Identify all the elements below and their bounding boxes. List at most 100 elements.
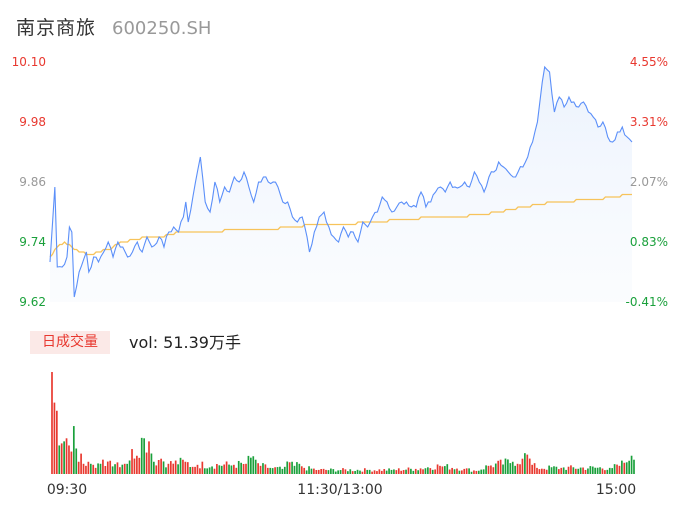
volume-bar bbox=[460, 470, 463, 474]
volume-bar bbox=[85, 465, 87, 474]
volume-bar bbox=[213, 468, 216, 474]
percent-tick-label: 2.07% bbox=[630, 175, 668, 189]
volume-bar bbox=[548, 465, 550, 474]
volume-bar bbox=[206, 468, 209, 474]
volume-bar bbox=[65, 438, 68, 474]
volume-bar bbox=[361, 471, 364, 474]
volume-bar bbox=[577, 468, 580, 474]
volume-bar bbox=[281, 468, 284, 474]
volume-bar bbox=[601, 468, 604, 474]
volume-bar bbox=[628, 460, 630, 474]
volume-bar bbox=[492, 467, 495, 474]
volume-bar bbox=[189, 467, 192, 474]
volume-bar bbox=[266, 467, 269, 474]
volume-bar bbox=[230, 465, 233, 474]
volume-bar bbox=[182, 459, 184, 474]
volume-bar bbox=[332, 469, 335, 474]
volume-bar bbox=[233, 464, 235, 474]
volume-bars bbox=[51, 372, 635, 474]
volume-bar bbox=[315, 470, 318, 474]
volume-tab[interactable]: 日成交量 bbox=[30, 331, 110, 354]
volume-bar bbox=[570, 465, 572, 474]
volume-bar bbox=[395, 470, 398, 474]
volume-bar bbox=[123, 463, 126, 474]
volume-bar bbox=[594, 467, 597, 474]
volume-bar bbox=[439, 465, 441, 474]
volume-bar bbox=[555, 466, 558, 474]
volume-bar bbox=[613, 464, 616, 474]
volume-bar bbox=[560, 467, 563, 474]
volume-bar bbox=[136, 455, 138, 474]
volume-bar bbox=[473, 470, 475, 474]
percent-tick-label: 3.31% bbox=[630, 115, 668, 129]
volume-bar bbox=[378, 469, 381, 474]
volume-bar bbox=[194, 466, 196, 474]
volume-bar bbox=[373, 470, 376, 474]
volume-bar bbox=[250, 457, 252, 474]
volume-bar bbox=[89, 463, 92, 474]
volume-bar bbox=[453, 469, 456, 474]
volume-bar bbox=[490, 465, 492, 474]
volume-bar bbox=[405, 469, 407, 474]
volume-bar bbox=[138, 457, 141, 474]
volume-bar bbox=[550, 467, 553, 474]
volume-bar bbox=[325, 469, 327, 474]
volume-bar bbox=[148, 441, 150, 474]
volume-bar bbox=[169, 461, 172, 474]
volume-bar bbox=[327, 470, 330, 474]
volume-bar bbox=[276, 467, 279, 474]
price-tick-label: 9.98 bbox=[19, 115, 46, 129]
volume-bar bbox=[116, 462, 119, 474]
volume-bar bbox=[606, 469, 609, 474]
volume-bar bbox=[618, 465, 621, 474]
volume-bar bbox=[208, 467, 211, 474]
volume-bar bbox=[528, 458, 531, 474]
volume-bar bbox=[545, 469, 548, 474]
volume-bar bbox=[524, 453, 526, 474]
volume-bar bbox=[121, 464, 124, 474]
volume-bar bbox=[269, 467, 272, 474]
volume-bar bbox=[160, 458, 162, 474]
volume-bar bbox=[77, 461, 80, 474]
volume-bar bbox=[143, 438, 145, 474]
volume-bar bbox=[402, 470, 405, 474]
volume-bar bbox=[259, 465, 262, 474]
volume-bar bbox=[262, 463, 264, 474]
volume-bar bbox=[145, 452, 148, 474]
volume-bar bbox=[114, 464, 116, 474]
volume-bar bbox=[380, 470, 383, 474]
volume-bar bbox=[162, 461, 165, 474]
stock-name: 南京商旅 bbox=[16, 17, 97, 39]
volume-bar bbox=[283, 466, 286, 474]
volume-bar bbox=[385, 470, 388, 474]
volume-bar bbox=[51, 372, 53, 474]
volume-bar bbox=[70, 451, 73, 474]
price-tick-label: 9.86 bbox=[19, 175, 46, 189]
volume-bar bbox=[604, 470, 606, 474]
volume-bar bbox=[410, 468, 412, 474]
volume-bar bbox=[97, 463, 99, 474]
volume-bar bbox=[240, 462, 242, 474]
volume-bar bbox=[349, 469, 352, 474]
volume-bar bbox=[150, 453, 153, 474]
volume-bar bbox=[298, 463, 301, 474]
time-label: 11:30/13:00 bbox=[297, 482, 382, 498]
volume-bar bbox=[616, 464, 618, 474]
volume-bar bbox=[587, 468, 589, 474]
volume-bar bbox=[293, 465, 296, 474]
volume-bar bbox=[223, 464, 226, 474]
volume-bar bbox=[155, 465, 158, 474]
volume-bar bbox=[562, 467, 565, 474]
volume-bar bbox=[56, 410, 58, 474]
volume-bar bbox=[216, 463, 218, 474]
volume-bar bbox=[400, 470, 403, 474]
time-label: 15:00 bbox=[596, 482, 636, 498]
volume-bar bbox=[245, 463, 247, 474]
volume-bar bbox=[414, 468, 417, 474]
volume-bar bbox=[536, 467, 538, 474]
volume-bar bbox=[475, 470, 478, 474]
volume-bar bbox=[441, 466, 444, 474]
volume-bar bbox=[366, 469, 369, 474]
volume-bar bbox=[254, 459, 257, 474]
